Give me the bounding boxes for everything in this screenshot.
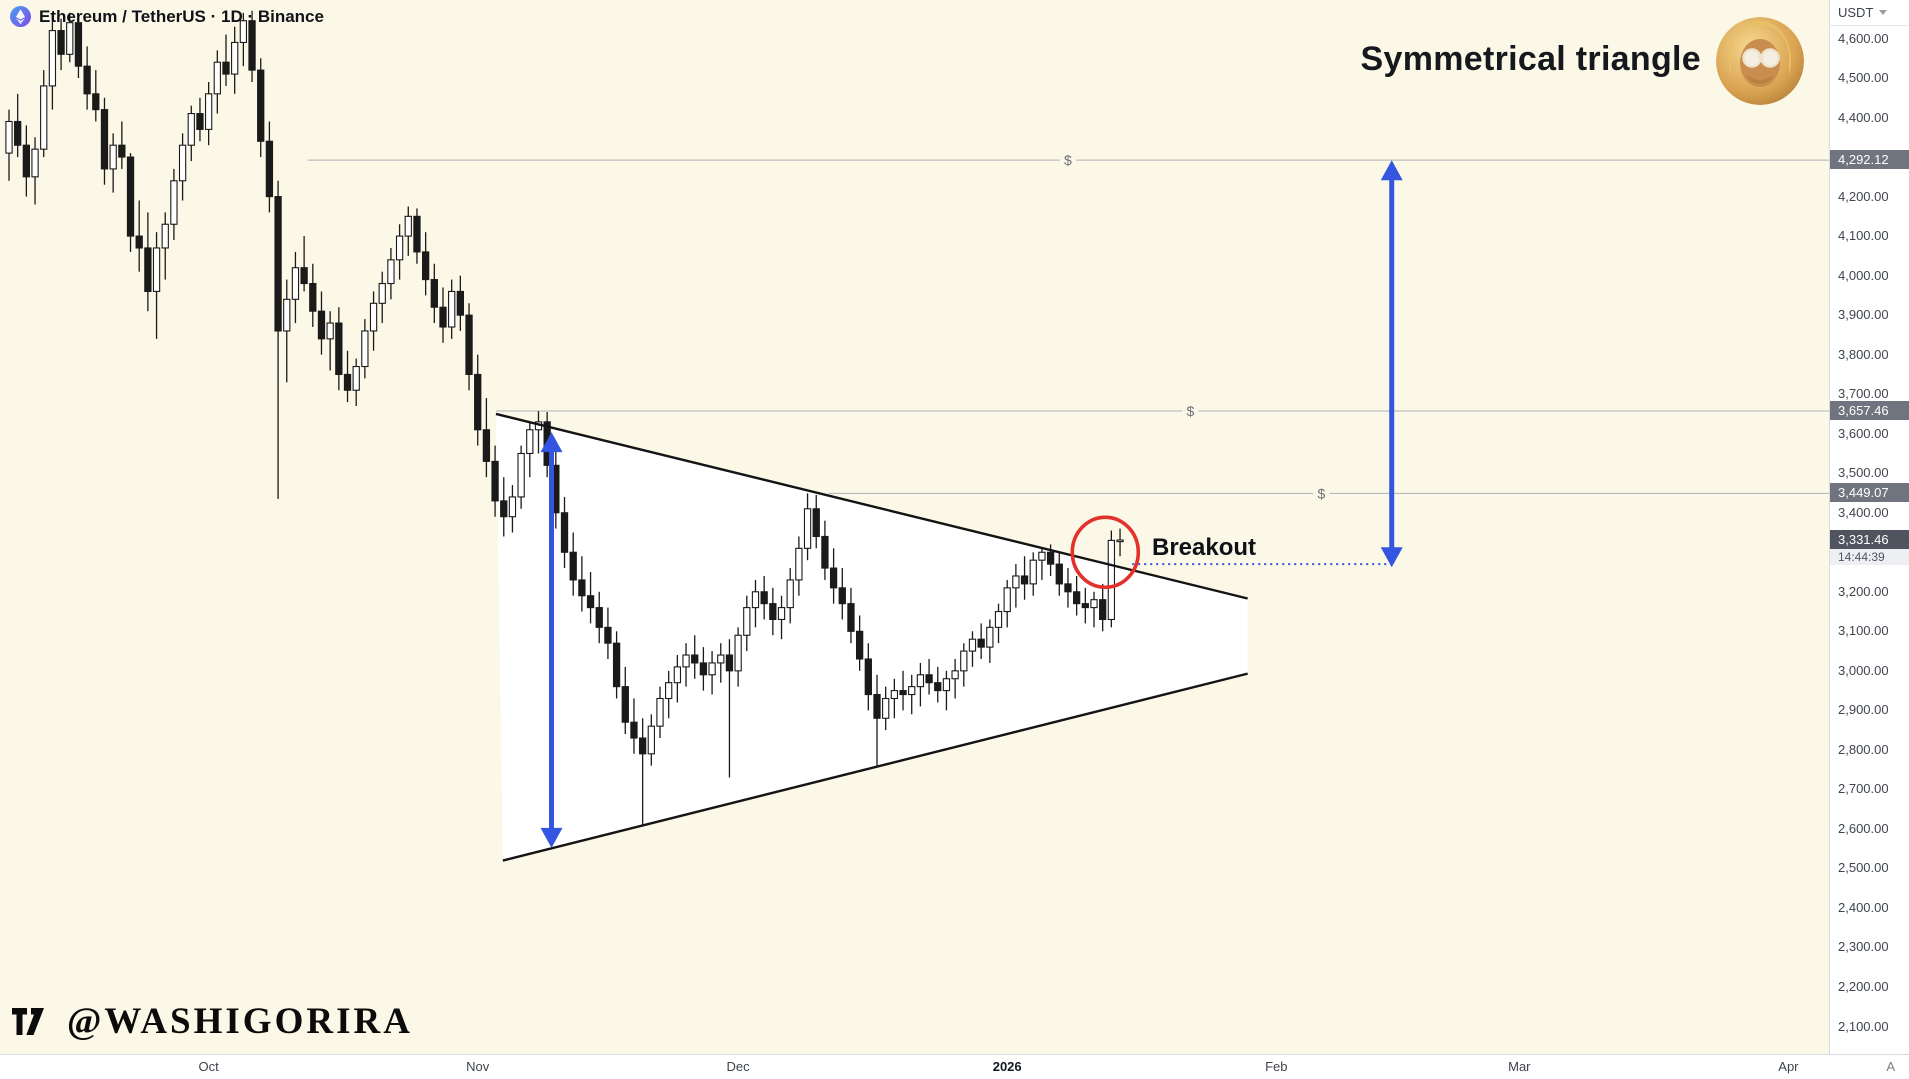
time-axis-label: Feb (1265, 1059, 1288, 1074)
candlestick-series (5, 10, 1124, 825)
last-price-badge: 3,331.46 (1830, 529, 1909, 549)
chart-canvas[interactable]: $ $ $ Ethereum / TetherUS · 1D · Binance S… (0, 0, 1829, 1054)
price-axis-label: 3,700.00 (1838, 386, 1889, 402)
measure-arrow[interactable] (540, 432, 563, 848)
price-axis-label: 2,100.00 (1838, 1018, 1889, 1034)
price-axis-label: 3,200.00 (1838, 583, 1889, 599)
price-axis-label: 3,500.00 (1838, 465, 1889, 481)
trendline[interactable] (502, 672, 1248, 862)
price-axis-label: 4,500.00 (1838, 70, 1889, 86)
time-axis-label: Apr (1778, 1059, 1799, 1074)
ethereum-logo-icon (10, 6, 31, 27)
price-axis-label: 4,100.00 (1838, 228, 1889, 244)
price-line-badge: 3,449.07 (1830, 483, 1909, 503)
time-axis[interactable]: Oct Nov Dec 2026 Feb Mar Apr A (0, 1054, 1909, 1079)
price-ray[interactable]: $ (495, 402, 1829, 421)
watermark-handle: @WASHIGORIRA (67, 1001, 413, 1042)
time-axis-label: Nov (466, 1059, 490, 1074)
price-axis-label: 2,700.00 (1838, 781, 1889, 797)
chevron-down-icon (1879, 10, 1888, 15)
symbol-title: Ethereum / TetherUS · 1D · Binance (39, 6, 324, 26)
time-axis-label: Oct (198, 1059, 219, 1074)
pattern-title[interactable]: Symmetrical triangle (1360, 40, 1701, 78)
price-axis-label: 2,400.00 (1838, 899, 1889, 915)
watermark: @WASHIGORIRA (12, 1000, 413, 1043)
price-axis-label: 4,600.00 (1838, 30, 1889, 46)
price-axis-label: 2,500.00 (1838, 860, 1889, 876)
tradingview-logo-icon (12, 1008, 52, 1035)
triangle-fill (495, 413, 1248, 861)
breakout-label[interactable]: Breakout (1152, 534, 1257, 561)
price-axis-label: 2,900.00 (1838, 702, 1889, 718)
avatar (1716, 17, 1804, 105)
price-axis-label: 3,900.00 (1838, 307, 1889, 323)
time-axis-label: 2026 (992, 1059, 1022, 1074)
currency-label: USDT (1838, 5, 1874, 20)
price-line-badge: 4,292.12 (1830, 150, 1909, 170)
price-axis-label: 3,600.00 (1838, 425, 1889, 441)
price-chart: $ $ $ (5, 10, 1829, 862)
price-axis-label: 3,000.00 (1838, 662, 1889, 678)
price-axis-label: 3,400.00 (1838, 504, 1889, 520)
price-axis-label: 2,300.00 (1838, 939, 1889, 955)
time-axis-label: Dec (726, 1059, 750, 1074)
dollar-marker[interactable]: $ (1318, 485, 1326, 501)
price-axis-label: 2,800.00 (1838, 741, 1889, 757)
breakout-circle[interactable] (1070, 515, 1141, 590)
axis-corner-label[interactable]: A (1886, 1059, 1895, 1074)
price-axis[interactable]: USDT 4,600.00 4,500.00 4,400.00 4,200.00 4,1… (1829, 0, 1909, 1054)
price-axis-label: 3,800.00 (1838, 346, 1889, 362)
price-axis-label: 2,600.00 (1838, 820, 1889, 836)
price-axis-label: 3,100.00 (1838, 623, 1889, 639)
trendline[interactable] (495, 412, 1248, 600)
price-axis-label: 4,200.00 (1838, 188, 1889, 204)
symbol-title-bar[interactable]: Ethereum / TetherUS · 1D · Binance (10, 6, 324, 27)
dollar-marker[interactable]: $ (1186, 403, 1194, 419)
measure-arrow[interactable] (1380, 160, 1403, 568)
currency-selector[interactable]: USDT (1830, 0, 1909, 26)
bar-countdown: 14:44:39 (1830, 548, 1909, 565)
price-ray[interactable]: $ (307, 151, 1829, 170)
price-ray[interactable]: $ (828, 484, 1829, 503)
price-axis-label: 4,400.00 (1838, 109, 1889, 125)
price-axis-label: 4,000.00 (1838, 267, 1889, 283)
price-line-badge: 3,657.46 (1830, 401, 1909, 420)
time-axis-label: Mar (1508, 1059, 1531, 1074)
dollar-marker[interactable]: $ (1064, 152, 1072, 168)
price-axis-label: 2,200.00 (1838, 979, 1889, 994)
